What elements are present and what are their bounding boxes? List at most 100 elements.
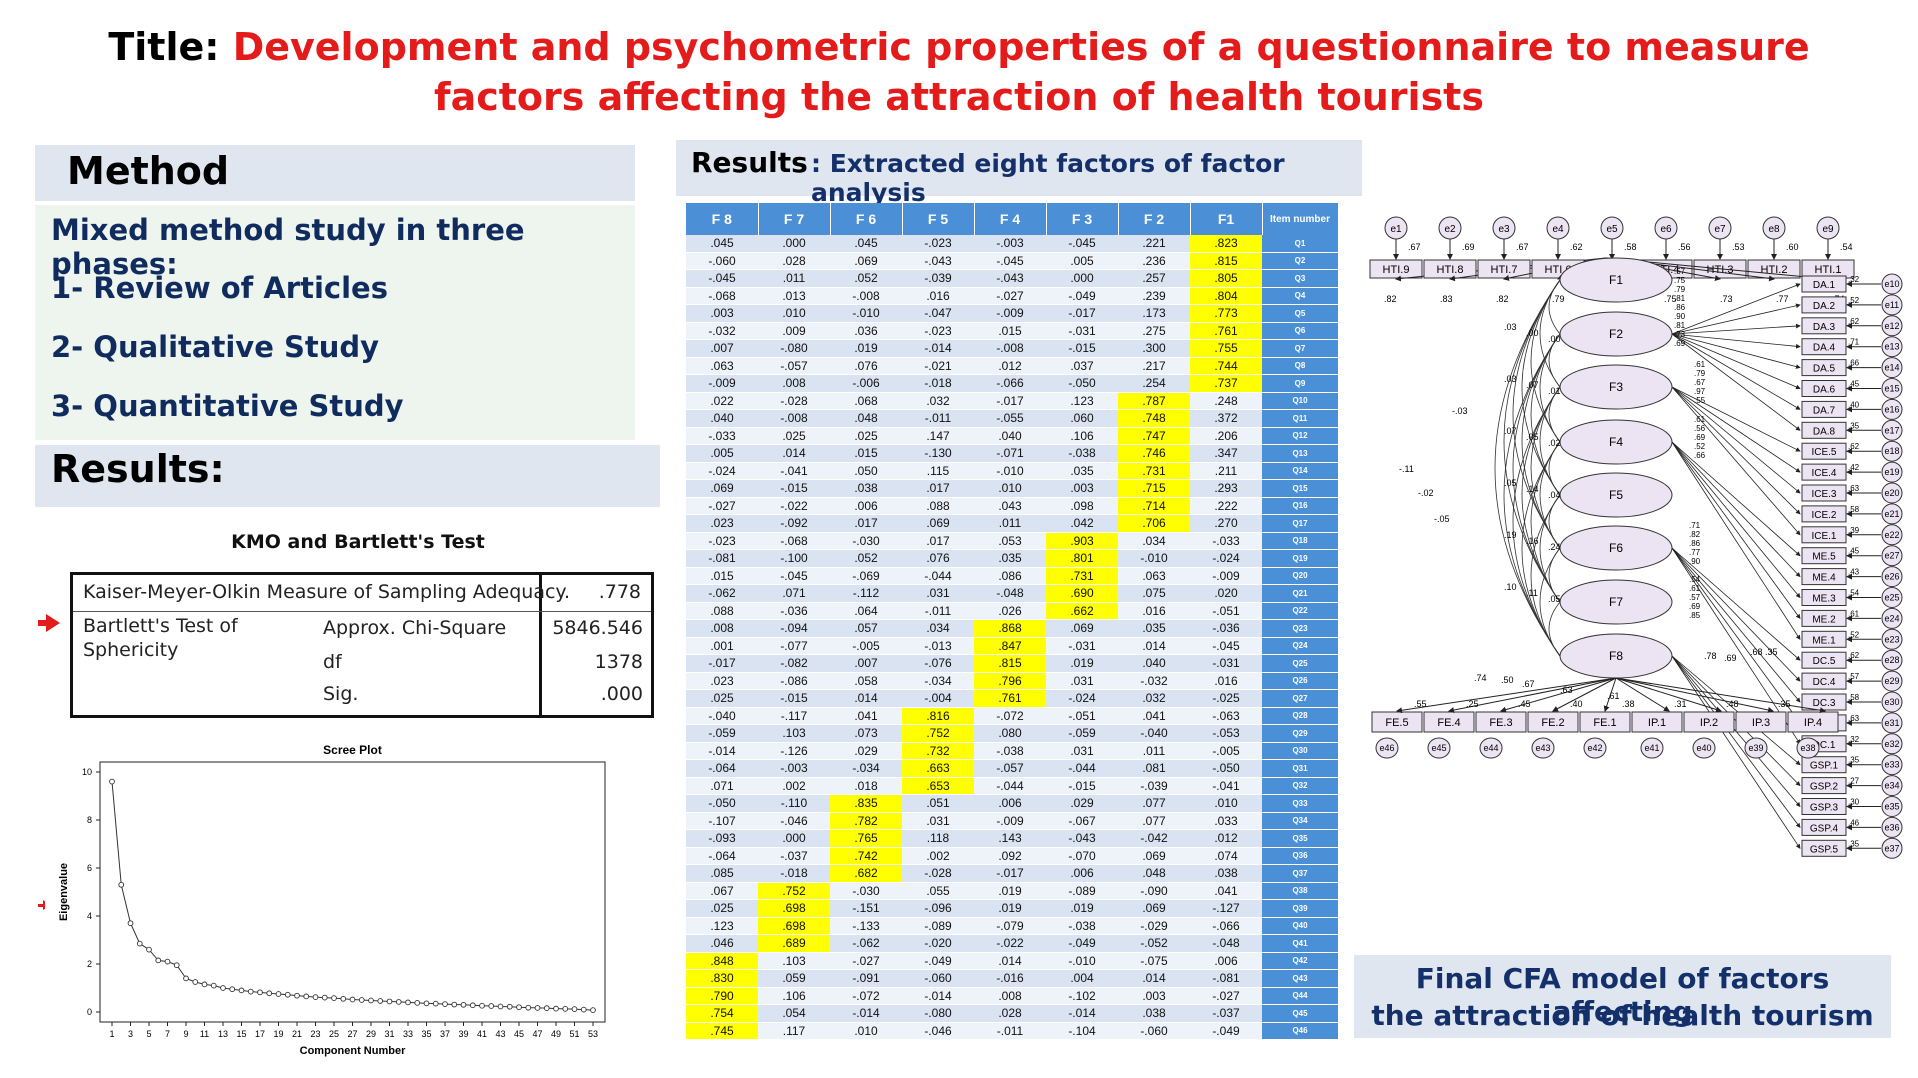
indicator-label: DC.3 <box>1813 698 1836 709</box>
loading-cell: .028 <box>758 252 830 270</box>
error-label: e19 <box>1884 467 1899 477</box>
kmo-value: .778 <box>598 581 641 603</box>
scree-point <box>571 1006 578 1012</box>
scree-point <box>257 989 263 996</box>
loading-cell: .257 <box>1118 269 1190 288</box>
factor-results-title-rest: : Extracted eight factors of factor anal… <box>811 149 1285 207</box>
error-circle <box>1881 315 1903 337</box>
loading-cell: .715 <box>1118 479 1190 498</box>
loading-cell: -.067 <box>1046 812 1118 830</box>
table-row: -.064 -.003 -.034.663 -.057 -.044.081 -.050 Q3… <box>686 759 1338 778</box>
loading-cell: -.027 <box>1190 987 1262 1005</box>
error-loading: .57 <box>1848 672 1860 681</box>
loading-cell: -.041 <box>758 462 830 480</box>
loading-cell: .040 <box>1118 654 1190 673</box>
loading-arrow <box>1671 333 1801 369</box>
loading-cell: -.133 <box>830 917 902 935</box>
loading-cell: -.022 <box>758 497 830 515</box>
error-circle <box>1881 524 1903 546</box>
covariance-label: .05 <box>1504 478 1517 488</box>
error-loading: .27 <box>1848 777 1860 786</box>
scree-point <box>506 1003 513 1010</box>
loading-cell: .067 <box>686 882 758 900</box>
item-number-cell: Q9 <box>1262 374 1338 393</box>
loading-cell: -.038 <box>1046 917 1118 935</box>
loading-cell: -.081 <box>686 549 758 568</box>
path-loading: .57 <box>1689 593 1701 602</box>
loading-cell: -.068 <box>686 287 758 305</box>
loading-cell: .034 <box>1118 532 1190 550</box>
error-loading: .58 <box>1848 693 1860 702</box>
error-loading: .31 <box>1674 699 1687 709</box>
latent-factor-label: F4 <box>1609 435 1623 449</box>
item-number-cell: Q42 <box>1262 952 1338 970</box>
kmo-label: Kaiser-Meyer-Olkin Measure of Sampling A… <box>83 581 570 603</box>
loading-cell: .221 <box>1118 235 1190 253</box>
df-label: df <box>323 651 342 673</box>
path-loading: .82 <box>1689 530 1701 539</box>
loading-cell: -.050 <box>1190 759 1262 778</box>
table-row: .023 -.092.017.069.011.042.706.270 Q17 <box>686 514 1338 533</box>
error-label: e25 <box>1884 593 1899 603</box>
loading-cell: -.049 <box>1046 934 1118 953</box>
cfa-caption-panel: Final CFA model of factors affecting the… <box>1354 955 1891 1038</box>
error-circle <box>1881 649 1903 671</box>
loading-cell: -.046 <box>902 1022 974 1040</box>
loading-cell: .098 <box>1046 497 1118 515</box>
path-loading: .77 <box>1776 294 1789 304</box>
loading-cell: .007 <box>830 654 902 673</box>
loading-arrow <box>1615 677 1722 713</box>
scree-point <box>229 986 236 993</box>
item-number-cell: Q27 <box>1262 689 1338 708</box>
loading-cell: -.010 <box>1046 952 1118 970</box>
loading-cell: -.024 <box>686 462 758 480</box>
scree-point <box>210 982 217 989</box>
loading-cell: .075 <box>1118 584 1190 603</box>
loading-cell: .045 <box>686 235 758 253</box>
x-tick-label: 41 <box>477 1029 487 1039</box>
scree-point <box>358 997 365 1003</box>
error-circle <box>1692 737 1716 759</box>
loading-cell: -.076 <box>902 654 974 673</box>
table-row: .022 -.028.068.032 -.017.123.787.248 Q10 <box>686 392 1338 410</box>
loading-cell: .037 <box>1046 357 1118 375</box>
item-number-cell: Q15 <box>1262 479 1338 498</box>
loading-cell: .035 <box>1046 462 1118 480</box>
loading-cell: -.018 <box>902 374 974 393</box>
error-label: e26 <box>1884 572 1899 582</box>
loading-cell: -.021 <box>902 357 974 375</box>
loading-cell: .239 <box>1118 287 1190 305</box>
loading-cell: -.024 <box>1046 689 1118 708</box>
covariance-label: .01 <box>1548 386 1561 396</box>
loading-cell: -.011 <box>902 602 974 620</box>
scree-point <box>469 1002 476 1009</box>
scree-point <box>395 999 402 1005</box>
error-circle <box>1881 336 1903 358</box>
chi-square-value: 5846.546 <box>552 617 643 639</box>
loading-cell: .007 <box>686 339 758 358</box>
scree-point <box>173 962 180 969</box>
scree-point <box>247 988 254 995</box>
error-loading: .71 <box>1848 338 1860 347</box>
error-circle <box>1881 837 1903 859</box>
loading-cell: .031 <box>1046 672 1118 690</box>
loading-cell: .000 <box>758 829 830 848</box>
error-circle <box>1531 737 1555 759</box>
loading-cell: -.044 <box>974 777 1046 795</box>
error-loading: .43 <box>1848 568 1860 577</box>
loading-cell: .038 <box>1118 1004 1190 1023</box>
loading-cell: -.017 <box>974 864 1046 883</box>
path-loading: .63 <box>1560 685 1573 695</box>
path-loading: .90 <box>1689 557 1701 566</box>
latent-factor-ellipse <box>1559 364 1673 410</box>
x-tick-label: 15 <box>236 1029 246 1039</box>
error-circle <box>1881 378 1903 399</box>
loading-cell: .032 <box>1118 689 1190 708</box>
error-label: e11 <box>1885 300 1899 310</box>
loading-cell: -.043 <box>1046 829 1118 848</box>
loading-cell: -.040 <box>1118 724 1190 743</box>
loading-cell: .006 <box>830 497 902 515</box>
loading-cell: -.010 <box>1118 549 1190 568</box>
loading-cell: -.080 <box>758 339 830 358</box>
